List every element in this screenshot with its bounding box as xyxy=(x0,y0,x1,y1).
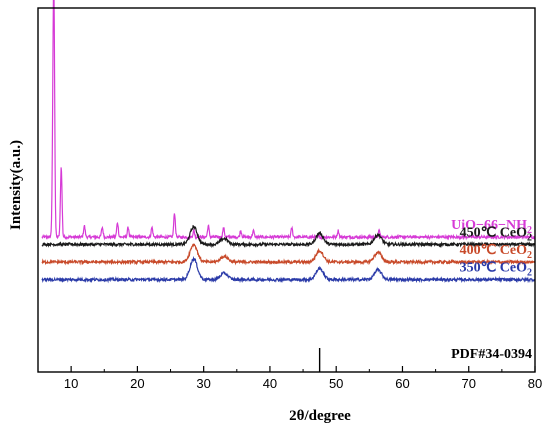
y-axis-title: Intensity(a.u.) xyxy=(8,140,24,230)
series-label-1: 450℃ CeO2 xyxy=(460,225,532,243)
series-line-0 xyxy=(41,0,536,241)
x-tick-label-50: 50 xyxy=(329,376,343,391)
x-axis-title: 2θ/degree xyxy=(289,408,351,424)
x-tick-label-60: 60 xyxy=(395,376,409,391)
series-label-3: 350℃ CeO2 xyxy=(460,261,532,279)
x-tick-label-70: 70 xyxy=(461,376,475,391)
x-tick-label-80: 80 xyxy=(528,376,542,391)
series-layer xyxy=(41,0,536,284)
series-label-0: UiO−66−NH2 xyxy=(451,218,532,236)
x-tick-label-40: 40 xyxy=(263,376,277,391)
series-line-3 xyxy=(41,255,536,284)
axes-layer: 10 20 30 40 50 60 70 80 xyxy=(37,7,542,391)
series-label-2: 400℃ CeO2 xyxy=(460,243,532,261)
x-tick-label-10: 10 xyxy=(64,376,78,391)
series-line-1 xyxy=(41,224,536,249)
reference-label: PDF#34-0394 xyxy=(451,347,532,362)
x-tick-label-20: 20 xyxy=(130,376,144,391)
x-tick-label-30: 30 xyxy=(196,376,210,391)
series-line-2 xyxy=(41,243,536,266)
plot-frame xyxy=(37,7,536,373)
